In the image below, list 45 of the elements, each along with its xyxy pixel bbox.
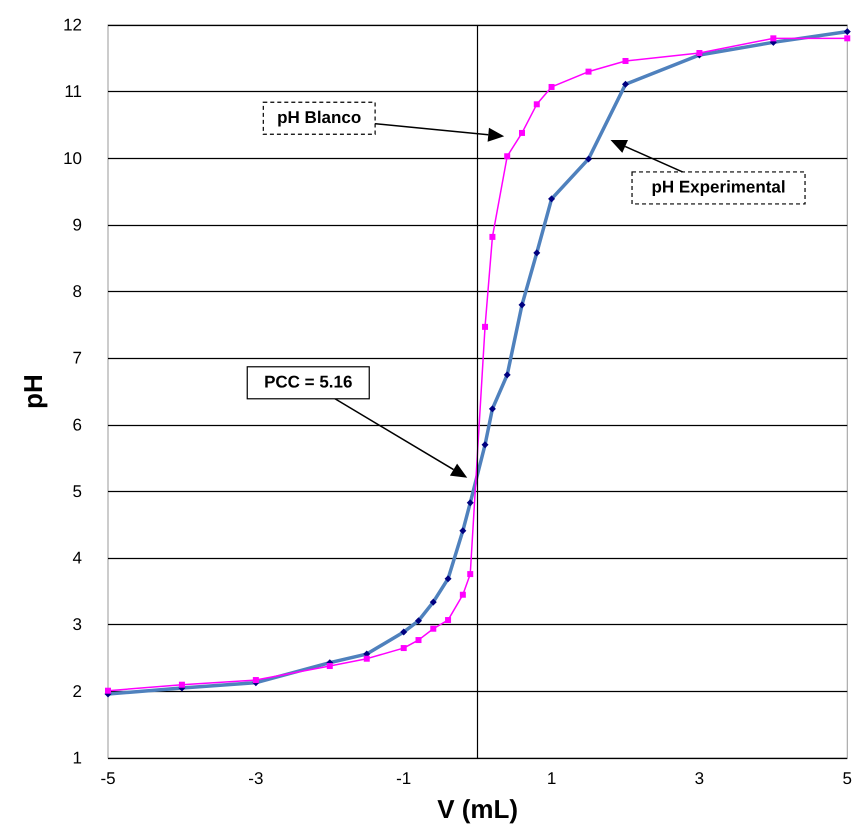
annotation: PCC = 5.16 bbox=[264, 372, 352, 392]
y-tick-label: 10 bbox=[63, 148, 82, 168]
point bbox=[586, 68, 592, 75]
y-tick-label: 3 bbox=[72, 615, 82, 634]
y-axis-title: pH bbox=[18, 374, 48, 409]
point bbox=[534, 101, 540, 108]
y-tick-label: 9 bbox=[72, 215, 82, 234]
point bbox=[622, 58, 628, 64]
y-tick-label: 2 bbox=[72, 682, 82, 701]
point bbox=[696, 50, 702, 56]
point bbox=[770, 35, 776, 42]
annotation: pH Blanco bbox=[277, 108, 362, 127]
y-tick-label: 11 bbox=[64, 82, 82, 102]
point bbox=[400, 645, 407, 652]
point bbox=[415, 637, 422, 644]
point bbox=[504, 153, 510, 160]
point bbox=[105, 688, 111, 694]
point bbox=[364, 656, 370, 662]
y-tick-label: 7 bbox=[72, 348, 82, 368]
y-tick-label: 5 bbox=[72, 482, 82, 501]
x-axis-title: V (mL) bbox=[437, 794, 518, 824]
x-tick-label: -3 bbox=[248, 769, 264, 788]
y-tick-label: 4 bbox=[72, 548, 82, 568]
x-tick-label: 3 bbox=[694, 769, 704, 788]
point bbox=[518, 130, 525, 136]
point bbox=[178, 682, 185, 688]
point bbox=[445, 617, 452, 624]
point bbox=[326, 663, 333, 670]
point bbox=[844, 35, 850, 42]
point bbox=[460, 592, 466, 598]
x-tick-label: -5 bbox=[100, 769, 116, 788]
point bbox=[548, 84, 555, 90]
x-tick-label: 1 bbox=[546, 769, 556, 788]
point bbox=[482, 324, 488, 330]
x-tick-label: 5 bbox=[842, 769, 852, 788]
point bbox=[489, 234, 496, 240]
point bbox=[430, 626, 436, 632]
point bbox=[467, 571, 474, 578]
y-tick-label: 1 bbox=[72, 748, 82, 768]
y-tick-label: 12 bbox=[63, 16, 82, 34]
y-tick-label: 8 bbox=[72, 282, 82, 302]
annotation: pH Experimental bbox=[651, 177, 786, 196]
y-tick-label: 6 bbox=[72, 415, 82, 434]
x-tick-label: -1 bbox=[396, 769, 412, 788]
point bbox=[252, 677, 259, 684]
